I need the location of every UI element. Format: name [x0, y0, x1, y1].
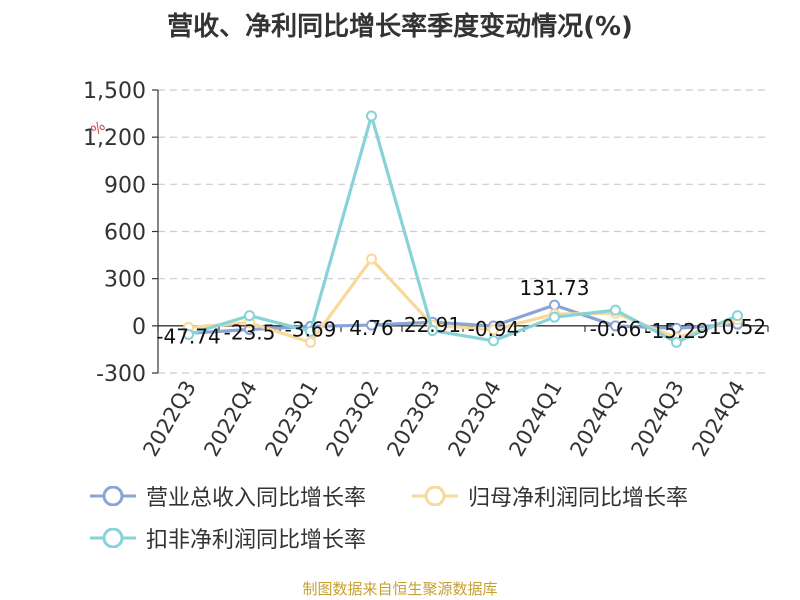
data-point — [366, 253, 377, 265]
x-tick-label: 2024Q4 — [687, 377, 749, 461]
y-tick-label: 1,500 — [83, 79, 146, 104]
x-tick-label: 2022Q4 — [199, 377, 261, 461]
data-label: -47.74 — [156, 324, 220, 348]
legend-line-circle-icon — [90, 528, 136, 548]
x-tick-label: 2022Q3 — [138, 377, 200, 461]
y-tick-label: 900 — [104, 173, 146, 198]
data-point — [305, 325, 316, 337]
legend-line-circle-icon — [412, 486, 458, 506]
data-label: -0.66 — [590, 317, 642, 341]
x-tick-label: 2024Q2 — [565, 377, 627, 461]
y-tick-label: 0 — [132, 315, 146, 340]
legend-label-revenue: 营业总收入同比增长率 — [146, 486, 367, 511]
legend-line-circle-icon — [90, 486, 136, 506]
data-label: -23.5 — [224, 321, 276, 345]
x-tick-label: 2024Q1 — [504, 377, 566, 461]
data-label: -3.69 — [285, 317, 337, 341]
y-tick-label: 300 — [104, 268, 146, 293]
chart-title: 营收、净利同比增长率季度变动情况(%) — [167, 12, 633, 42]
data-point — [183, 328, 194, 340]
data-labels: -47.74 -23.5 -3.69 4.76 22.91 -0.94131.73-0.6… — [156, 276, 766, 348]
series-line — [188, 114, 739, 344]
series-lines — [183, 110, 743, 348]
x-tick-label: 2023Q3 — [382, 377, 444, 461]
y-tick-label: -300 — [96, 362, 146, 387]
data-point — [549, 311, 560, 323]
y-tick-label: 600 — [104, 221, 146, 246]
legend-item-net-profit[interactable]: 归母净利润同比增长率 — [412, 480, 688, 512]
data-label: 4.76 — [349, 316, 394, 340]
data-point — [549, 299, 560, 311]
data-point — [427, 325, 438, 337]
data-label: -0.94 — [468, 317, 520, 341]
axes: -30003006009001,2001,5002022Q32022Q42023… — [83, 79, 769, 461]
data-point — [244, 310, 255, 322]
data-label: 22.91 — [404, 313, 461, 337]
legend-label-net-profit: 归母净利润同比增长率 — [468, 486, 689, 511]
data-point — [610, 304, 621, 316]
data-source-note: 制图数据来自恒生聚源数据库 — [302, 580, 498, 598]
data-label: -15.29 — [644, 319, 708, 343]
x-tick-label: 2023Q4 — [443, 377, 505, 461]
x-tick-label: 2023Q2 — [321, 377, 383, 461]
legend-item-deducted[interactable]: 扣非净利润同比增长率 — [90, 522, 366, 554]
data-point — [488, 335, 499, 347]
y-tick-label: 1,200 — [83, 126, 146, 151]
grid-lines — [158, 89, 768, 374]
data-point — [366, 110, 377, 122]
data-point — [610, 320, 621, 332]
data-point — [366, 319, 377, 331]
data-point — [732, 310, 743, 322]
legend-item-revenue[interactable]: 营业总收入同比增长率 — [90, 480, 366, 512]
data-point — [488, 324, 499, 336]
data-label: 131.73 — [520, 276, 590, 300]
x-tick-label: 2024Q3 — [626, 377, 688, 461]
data-point — [671, 336, 682, 348]
data-label: 10.52 — [709, 315, 766, 339]
data-point — [305, 336, 316, 348]
legend-label-deducted: 扣非净利润同比增长率 — [146, 528, 367, 553]
x-tick-label: 2023Q1 — [260, 377, 322, 461]
